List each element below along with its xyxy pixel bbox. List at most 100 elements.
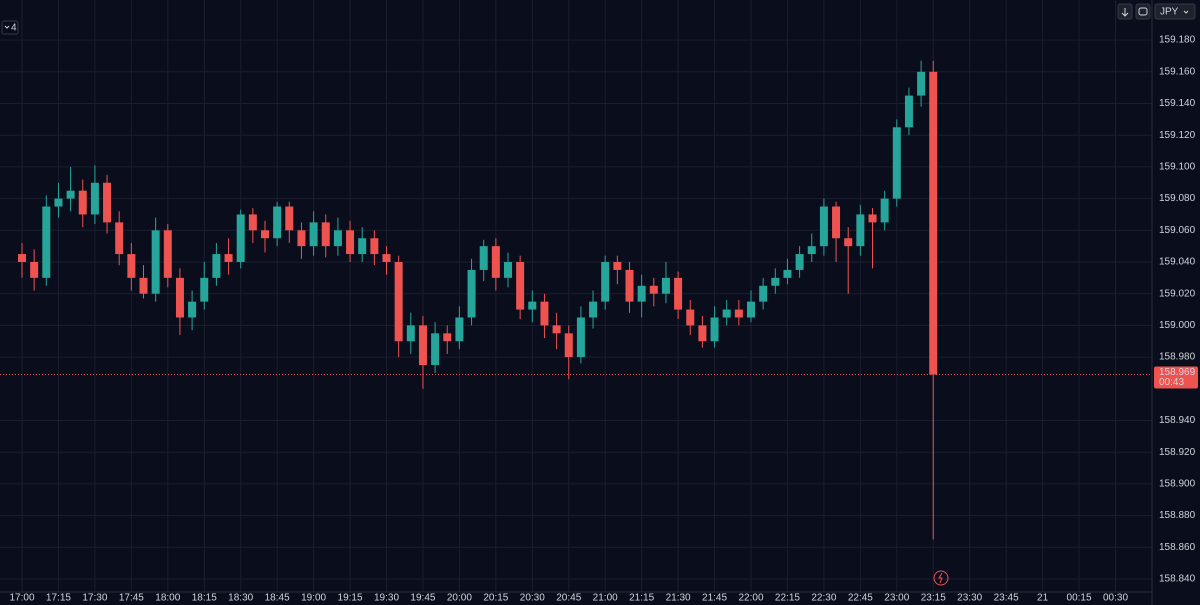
countdown-label: 00:43 bbox=[1159, 377, 1184, 388]
candle-body bbox=[491, 246, 500, 278]
collapse-button[interactable] bbox=[1, 20, 19, 35]
candle-body bbox=[917, 71, 926, 96]
candle-body bbox=[795, 254, 804, 270]
x-tick-label: 22:45 bbox=[848, 593, 873, 604]
x-tick-label: 19:15 bbox=[338, 593, 363, 604]
chevron-icon bbox=[1183, 10, 1189, 14]
x-tick-label: 17:45 bbox=[119, 593, 144, 604]
x-tick-label: 18:30 bbox=[228, 593, 253, 604]
y-tick-label: 158.940 bbox=[1159, 415, 1196, 426]
y-tick-label: 158.980 bbox=[1159, 352, 1196, 363]
y-tick-label: 159.080 bbox=[1159, 193, 1196, 204]
candle-body bbox=[504, 262, 512, 278]
candle-body bbox=[236, 214, 245, 263]
x-tick-label: 17:30 bbox=[82, 593, 107, 604]
candle-body bbox=[115, 222, 124, 255]
currency-button[interactable] bbox=[1154, 3, 1196, 20]
y-tick-label: 159.100 bbox=[1159, 162, 1196, 173]
candle-body bbox=[710, 317, 719, 342]
autoscale-button[interactable] bbox=[1135, 3, 1151, 20]
candle-body bbox=[90, 182, 99, 215]
candle-body bbox=[224, 254, 233, 263]
candle-body bbox=[127, 254, 136, 278]
axes: 158.840 158.860 158.880 158.900 158.920 158.9… bbox=[9, 35, 1198, 604]
candle-body bbox=[163, 230, 172, 278]
candle-body bbox=[479, 246, 488, 270]
candle-body bbox=[455, 317, 464, 342]
y-tick-label: 158.880 bbox=[1159, 510, 1196, 521]
candle-body bbox=[151, 230, 160, 294]
candle-body bbox=[661, 277, 670, 294]
y-tick-label: 159.040 bbox=[1159, 257, 1196, 268]
candle-body bbox=[309, 222, 318, 247]
candle-body bbox=[807, 246, 816, 255]
candle-body bbox=[467, 269, 476, 318]
x-tick-label: 21:00 bbox=[593, 593, 618, 604]
candle-body bbox=[698, 325, 707, 342]
arrow-icon bbox=[1121, 8, 1129, 17]
x-tick-label: 21:45 bbox=[702, 593, 727, 604]
candle-body bbox=[528, 301, 537, 310]
candle-body bbox=[613, 262, 622, 270]
candle-body bbox=[516, 262, 525, 310]
square-icon bbox=[1138, 7, 1148, 16]
candle-body bbox=[273, 206, 282, 239]
x-tick-label: 18:45 bbox=[265, 593, 290, 604]
event-icon[interactable] bbox=[933, 570, 949, 586]
candle-body bbox=[30, 262, 39, 278]
candle-body bbox=[722, 309, 731, 318]
y-tick-label: 159.160 bbox=[1159, 66, 1196, 77]
candle-body bbox=[370, 238, 379, 255]
x-tick-label: 22:15 bbox=[775, 593, 800, 604]
x-tick-label: 21:30 bbox=[666, 593, 691, 604]
candle-body bbox=[856, 214, 865, 247]
candle-body bbox=[747, 301, 755, 318]
candle-body bbox=[674, 277, 683, 310]
candle-body bbox=[297, 230, 306, 247]
y-tick-label: 159.060 bbox=[1159, 225, 1196, 236]
candle-body bbox=[406, 325, 415, 342]
candle-body bbox=[358, 238, 367, 255]
candle-body bbox=[188, 301, 197, 318]
candle-body bbox=[285, 206, 294, 231]
x-tick-label: 21:15 bbox=[629, 593, 654, 604]
candle-body bbox=[175, 277, 184, 318]
candle-body bbox=[248, 214, 257, 231]
x-tick-label: 18:15 bbox=[192, 593, 217, 604]
candle-body bbox=[552, 325, 561, 334]
candle-body bbox=[261, 230, 269, 239]
candle-body bbox=[649, 285, 658, 294]
x-tick-label: 20:45 bbox=[556, 593, 581, 604]
x-tick-label: 23:30 bbox=[957, 593, 982, 604]
x-tick-label: 21 bbox=[1037, 593, 1049, 604]
candle-body bbox=[759, 285, 768, 302]
x-tick-label: 17:15 bbox=[46, 593, 71, 604]
candle-body bbox=[844, 238, 853, 247]
x-tick-label: 23:45 bbox=[994, 593, 1019, 604]
candle-body bbox=[564, 333, 573, 358]
candle-body bbox=[783, 269, 792, 278]
y-tick-label: 159.120 bbox=[1159, 130, 1196, 141]
candles bbox=[0, 60, 1152, 540]
candle-body bbox=[576, 317, 585, 358]
candle-body bbox=[771, 277, 780, 286]
indicator-count: 4 bbox=[11, 23, 17, 34]
candle-body bbox=[443, 333, 452, 342]
y-tick-label: 159.140 bbox=[1159, 98, 1196, 109]
candle-body bbox=[892, 127, 901, 199]
candle-body bbox=[904, 95, 913, 128]
x-tick-label: 18:00 bbox=[155, 593, 180, 604]
y-tick-label: 158.920 bbox=[1159, 447, 1196, 458]
y-tick-label: 158.900 bbox=[1159, 479, 1196, 490]
candle-body bbox=[66, 190, 75, 199]
x-tick-label: 20:00 bbox=[447, 593, 472, 604]
chevron-icon bbox=[4, 25, 10, 29]
candle-body bbox=[625, 269, 634, 302]
candle-body bbox=[929, 71, 938, 375]
candle-body bbox=[601, 262, 610, 302]
candle-body bbox=[212, 254, 221, 278]
candle-body bbox=[832, 206, 841, 239]
currency-label: JPY bbox=[1160, 7, 1179, 18]
